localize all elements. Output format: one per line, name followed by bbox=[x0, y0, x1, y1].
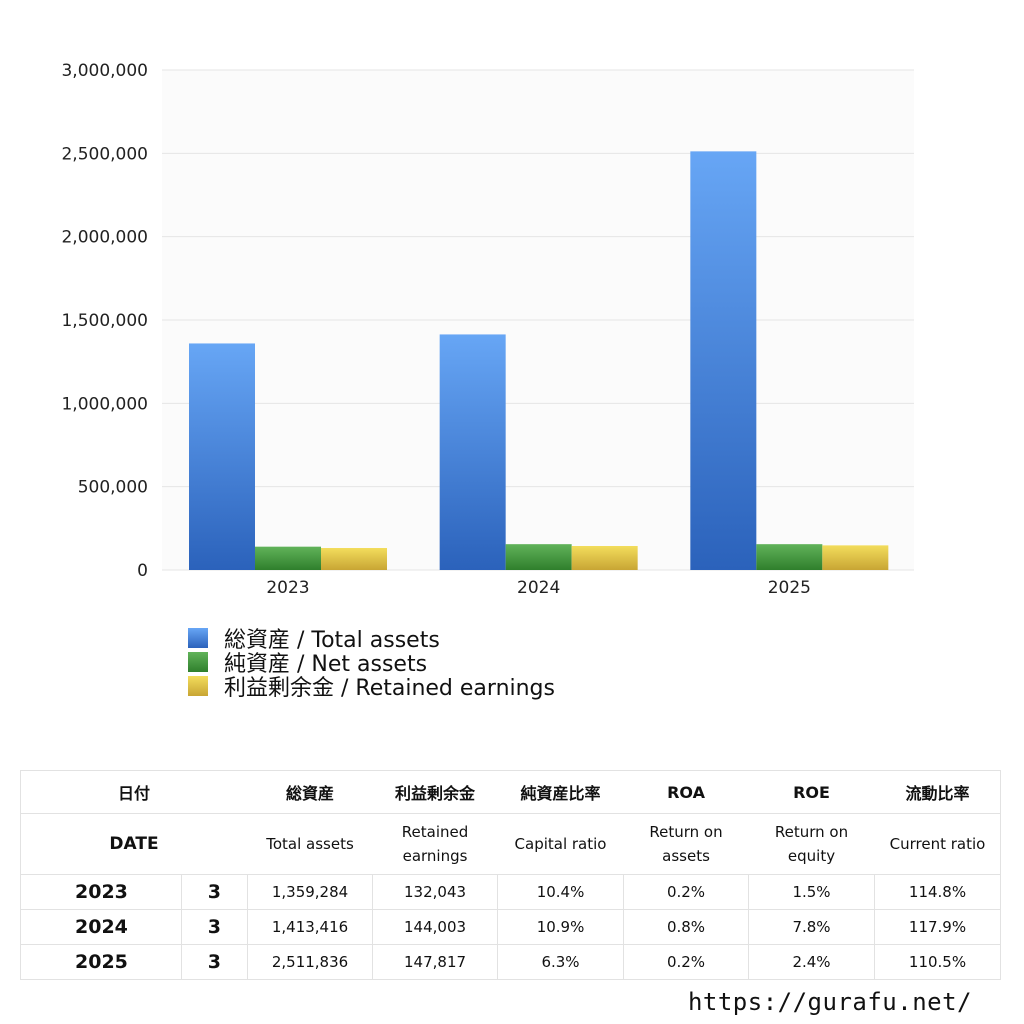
legend-label-net-assets: 純資産 / Net assets bbox=[224, 652, 428, 677]
y-tick-label: 3,000,000 bbox=[61, 61, 148, 81]
legend-swatch-total-assets bbox=[188, 628, 208, 648]
chart-legend: 総資産 / Total assets 純資産 / Net assets 利益剰余… bbox=[188, 626, 555, 701]
row-year: 2024 bbox=[20, 909, 182, 945]
row-year: 2023 bbox=[20, 874, 182, 910]
row-total-assets: 1,413,416 bbox=[247, 909, 374, 945]
header-roa-en-line2: assets bbox=[662, 847, 710, 865]
legend-swatch-retained-earnings bbox=[188, 676, 208, 696]
header-retained-en-line2: earnings bbox=[402, 847, 468, 865]
y-tick-label: 0 bbox=[137, 561, 148, 581]
header-retained-jp: 利益剰余金 bbox=[372, 770, 498, 814]
header-current-ratio-en: Current ratio bbox=[874, 813, 1002, 875]
x-tick-label: 2023 bbox=[266, 578, 309, 598]
bar-net-assets-2023 bbox=[255, 546, 321, 570]
legend-item-total-assets: 総資産 / Total assets bbox=[188, 626, 555, 653]
row-retained: 147,817 bbox=[372, 944, 499, 980]
row-roe: 2.4% bbox=[748, 944, 876, 980]
header-capital-ratio-jp: 純資産比率 bbox=[497, 770, 624, 814]
header-total-assets-jp: 総資産 bbox=[247, 770, 373, 814]
header-date-jp: 日付 bbox=[19, 770, 248, 814]
bar-total-assets-2024 bbox=[439, 334, 506, 570]
row-capital-ratio: 6.3% bbox=[497, 944, 625, 980]
row-roe: 1.5% bbox=[748, 874, 876, 910]
header-total-assets-en: Total assets bbox=[247, 813, 373, 875]
row-current-ratio: 110.5% bbox=[874, 944, 1002, 980]
row-current-ratio: 117.9% bbox=[874, 909, 1002, 945]
row-retained: 144,003 bbox=[372, 909, 499, 945]
row-roe: 7.8% bbox=[748, 909, 876, 945]
row-capital-ratio: 10.4% bbox=[497, 874, 625, 910]
x-tick-label: 2024 bbox=[517, 578, 560, 598]
header-current-ratio-jp: 流動比率 bbox=[874, 770, 1002, 814]
y-tick-label: 2,500,000 bbox=[61, 144, 148, 164]
legend-item-retained-earnings: 利益剰余金 / Retained earnings bbox=[188, 674, 555, 701]
table-row: 2024 3 1,413,416 144,003 10.9% 0.8% 7.8%… bbox=[20, 909, 1002, 945]
header-roe-jp: ROE bbox=[748, 770, 875, 814]
x-tick-label: 2025 bbox=[768, 578, 811, 598]
row-month: 3 bbox=[180, 944, 249, 980]
row-retained: 132,043 bbox=[372, 874, 499, 910]
bar-total-assets-2025 bbox=[690, 151, 757, 571]
y-tick-label: 1,500,000 bbox=[61, 311, 148, 331]
row-year: 2025 bbox=[20, 944, 182, 980]
header-roa-en-line1: Return on bbox=[649, 823, 723, 841]
row-month: 3 bbox=[180, 874, 249, 910]
bar-retained-earnings-2025 bbox=[822, 545, 889, 570]
table-header-jp: 日付 総資産 利益剰余金 純資産比率 ROA ROE 流動比率 bbox=[19, 770, 1002, 814]
bar-chart: 0 500,000 1,000,000 1,500,000 2,000,000 2,500… bbox=[61, 61, 914, 598]
header-capital-ratio-en: Capital ratio bbox=[497, 813, 624, 875]
header-roe-en-line1: Return on bbox=[774, 823, 849, 841]
bar-retained-earnings-2024 bbox=[571, 545, 638, 570]
header-roe-en-line2: equity bbox=[787, 847, 836, 865]
header-roa-jp: ROA bbox=[623, 770, 749, 814]
y-tick-label: 2,000,000 bbox=[61, 228, 148, 248]
row-roa: 0.8% bbox=[623, 909, 750, 945]
legend-item-net-assets: 純資産 / Net assets bbox=[188, 650, 555, 677]
y-tick-label: 500,000 bbox=[78, 478, 148, 498]
legend-label-retained-earnings: 利益剰余金 / Retained earnings bbox=[224, 676, 555, 701]
row-current-ratio: 114.8% bbox=[874, 874, 1002, 910]
legend-swatch-net-assets bbox=[188, 652, 208, 672]
y-tick-label: 1,000,000 bbox=[61, 394, 148, 414]
legend-label-total-assets: 総資産 / Total assets bbox=[224, 628, 440, 653]
bar-total-assets-2023 bbox=[189, 343, 255, 570]
bar-retained-earnings-2023 bbox=[321, 547, 387, 570]
header-roa-en: Return on assets bbox=[623, 813, 749, 875]
row-total-assets: 1,359,284 bbox=[247, 874, 374, 910]
financial-table: 日付 総資産 利益剰余金 純資産比率 ROA ROE 流動比率 DATE Tot… bbox=[19, 770, 1002, 980]
row-capital-ratio: 10.9% bbox=[497, 909, 625, 945]
table-row: 2023 3 1,359,284 132,043 10.4% 0.2% 1.5%… bbox=[20, 874, 1002, 910]
row-month: 3 bbox=[180, 909, 249, 945]
bar-net-assets-2024 bbox=[505, 544, 572, 570]
header-date-en: DATE bbox=[19, 813, 248, 875]
row-total-assets: 2,511,836 bbox=[247, 944, 374, 980]
table-header-en: DATE Total assets Retained earnings Capit… bbox=[19, 813, 1002, 875]
table-row: 2025 3 2,511,836 147,817 6.3% 0.2% 2.4% … bbox=[20, 944, 1002, 980]
row-roa: 0.2% bbox=[623, 874, 750, 910]
bar-net-assets-2025 bbox=[756, 544, 823, 570]
header-retained-en: Retained earnings bbox=[372, 813, 498, 875]
header-retained-en-line1: Retained bbox=[401, 823, 469, 841]
site-url[interactable]: https://gurafu.net/ bbox=[687, 988, 972, 1016]
row-roa: 0.2% bbox=[623, 944, 750, 980]
header-roe-en: Return on equity bbox=[748, 813, 875, 875]
